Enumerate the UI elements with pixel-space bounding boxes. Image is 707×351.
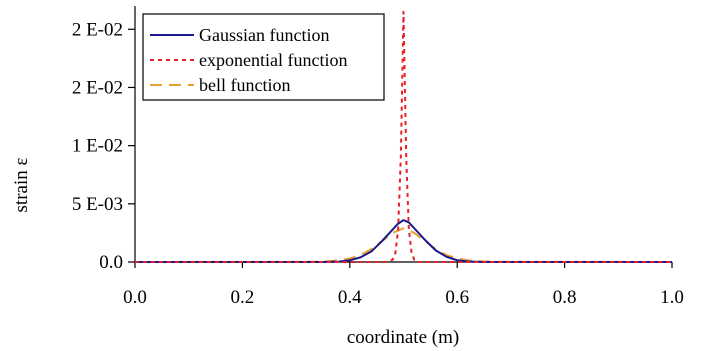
x-tick-label: 1.0 bbox=[660, 287, 684, 308]
legend-label: exponential function bbox=[199, 50, 347, 70]
y-axis-title: strain ε bbox=[11, 158, 32, 213]
legend-label: bell function bbox=[199, 75, 290, 95]
legend: Gaussian function exponential function bel… bbox=[142, 13, 385, 101]
y-ticks: 0.0 5 E-03 1 E-02 2 E-02 2 E-02 bbox=[72, 19, 135, 273]
x-tick-label: 0.6 bbox=[445, 287, 469, 308]
series-line-gaussian-function bbox=[135, 219, 672, 263]
x-ticks: 0.0 0.2 0.4 0.6 0.8 1.0 bbox=[123, 262, 684, 308]
x-tick-label: 0.8 bbox=[553, 287, 577, 308]
y-tick-label: 0.0 bbox=[99, 252, 123, 273]
plot-area: 0.0 5 E-03 1 E-02 2 E-02 2 E-02 0.0 0.2 0.4 0.6… bbox=[72, 6, 684, 308]
legend-label: Gaussian function bbox=[199, 25, 329, 45]
series-layer bbox=[134, 10, 673, 263]
x-tick-label: 0.2 bbox=[231, 287, 255, 308]
y-tick-label: 5 E-03 bbox=[72, 194, 123, 215]
series-line-bell-function bbox=[134, 227, 673, 263]
legend-box bbox=[142, 13, 385, 101]
y-tick-label: 1 E-02 bbox=[72, 136, 123, 157]
x-tick-label: 0.0 bbox=[123, 287, 147, 308]
x-axis-title: coordinate (m) bbox=[347, 327, 459, 348]
y-tick-label: 2 E-02 bbox=[72, 77, 123, 98]
x-tick-label: 0.4 bbox=[338, 287, 362, 308]
series-line-exponential-function bbox=[135, 10, 672, 263]
y-tick-label: 2 E-02 bbox=[72, 19, 123, 40]
